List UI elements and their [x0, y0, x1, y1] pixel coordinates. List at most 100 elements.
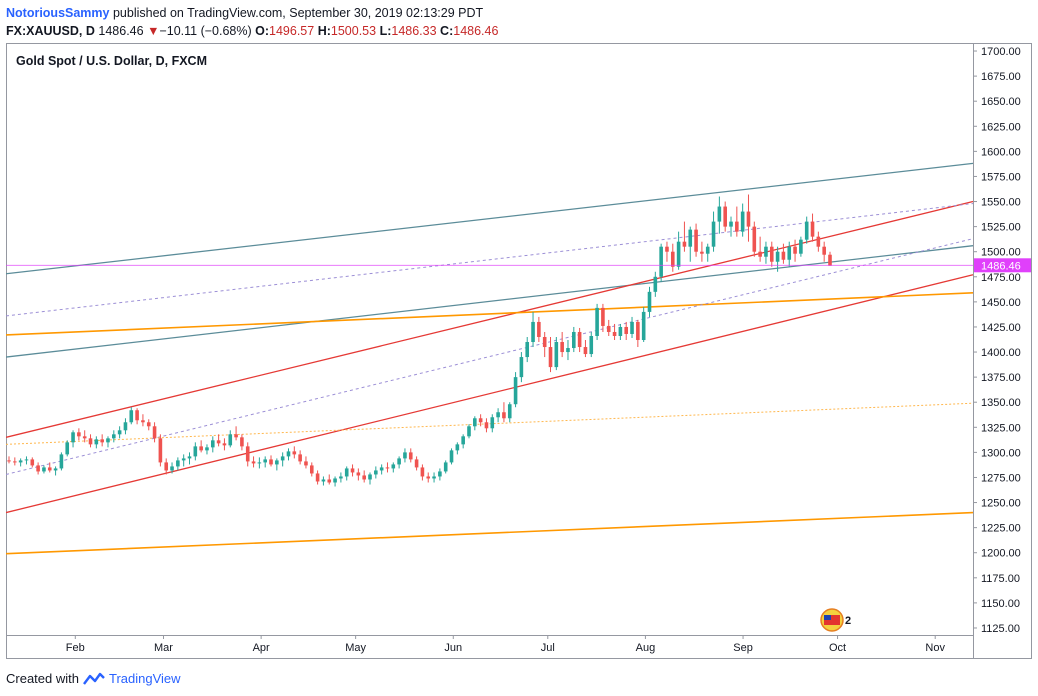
- events-badge[interactable]: 2: [820, 608, 851, 632]
- candle: [473, 416, 477, 431]
- candle-body: [653, 276, 658, 292]
- candle: [443, 460, 448, 474]
- candle: [478, 414, 483, 427]
- y-tick-label: 1325.00: [981, 422, 1021, 434]
- author-link[interactable]: NotoriousSammy: [6, 6, 110, 20]
- candle-body: [601, 307, 605, 326]
- candle-body: [123, 422, 128, 431]
- y-tick-label: 1525.00: [981, 222, 1021, 234]
- candle: [711, 211, 716, 252]
- low-value: 1486.33: [391, 24, 437, 38]
- y-tick-label: 1650.00: [981, 96, 1021, 108]
- candle-body: [245, 446, 250, 462]
- candle: [94, 436, 99, 449]
- candle: [577, 327, 582, 353]
- y-tick-label: 1675.00: [981, 71, 1021, 83]
- candle-body: [210, 440, 215, 448]
- candle: [496, 408, 500, 423]
- candle-body: [735, 221, 739, 232]
- candle-body: [94, 439, 99, 445]
- candle: [438, 468, 442, 481]
- tradingview-brand-link[interactable]: TradingView: [108, 671, 181, 686]
- trend-line-orange-lower: [6, 511, 974, 555]
- price-axis[interactable]: 1700.00 1675.00 1650.00 1625.00 1600.00 1575.…: [973, 46, 1021, 635]
- x-tick-label: Jun: [444, 642, 462, 654]
- candle-body: [438, 471, 442, 477]
- open-label: O:: [255, 24, 270, 38]
- candle: [583, 340, 588, 358]
- symbol-label: FX:XAUUSD, D: [6, 24, 95, 38]
- candle-body: [205, 447, 209, 451]
- candle: [787, 241, 792, 267]
- candle-body: [304, 461, 308, 466]
- candle-body: [443, 462, 448, 472]
- candle-body: [408, 452, 413, 460]
- candle-body: [449, 450, 454, 463]
- candle-body: [309, 465, 314, 474]
- candle-body: [670, 251, 675, 267]
- candle: [240, 434, 244, 451]
- candle-body: [682, 241, 687, 247]
- y-tick-label: 1150.00: [981, 598, 1020, 610]
- us-flag-canton-icon: [824, 615, 831, 620]
- candle-body: [280, 456, 285, 461]
- candle-body: [560, 342, 564, 353]
- candle-body: [659, 246, 663, 277]
- candle: [88, 434, 93, 448]
- candle: [193, 442, 198, 461]
- candle-body: [36, 465, 40, 472]
- candle: [263, 456, 267, 468]
- candle: [449, 448, 454, 465]
- candle: [502, 402, 506, 423]
- candle-body: [502, 412, 506, 419]
- candle: [513, 372, 518, 408]
- candle-body: [775, 251, 780, 262]
- down-arrow-icon: ▼: [147, 24, 160, 38]
- candle: [548, 336, 553, 373]
- time-axis[interactable]: Feb Mar Apr May Jun Jul Aug Sep Oct Nov: [66, 635, 946, 654]
- candle-body: [577, 331, 582, 348]
- candle: [222, 438, 227, 451]
- candle-body: [18, 460, 23, 463]
- candle-body: [781, 251, 786, 260]
- candle: [828, 251, 832, 266]
- candle: [106, 436, 110, 448]
- last-price-tag: [974, 258, 1031, 273]
- candle: [216, 434, 221, 447]
- tradingview-logo-icon: [83, 672, 105, 685]
- candle-body: [403, 452, 407, 459]
- candle: [210, 436, 215, 453]
- candle: [729, 216, 733, 237]
- candle: [705, 243, 710, 262]
- candle: [333, 476, 337, 487]
- candle-body: [484, 422, 489, 429]
- candle-body: [572, 331, 576, 349]
- y-tick-label: 1600.00: [981, 146, 1021, 158]
- price-chart[interactable]: 1700.00 1675.00 1650.00 1625.00 1600.00 1575.…: [6, 43, 1032, 659]
- candle: [42, 465, 46, 474]
- candle-body: [65, 442, 70, 455]
- candle-body: [711, 221, 716, 247]
- candle: [816, 231, 821, 252]
- candle-body: [554, 342, 559, 368]
- candle: [688, 226, 693, 262]
- candle-body: [804, 221, 809, 240]
- candle-body: [793, 246, 797, 254]
- y-tick-label: 1700.00: [981, 46, 1021, 58]
- candle: [799, 236, 803, 257]
- candle: [822, 241, 826, 262]
- candle-body: [676, 241, 681, 267]
- candle: [112, 430, 116, 443]
- candle-body: [263, 459, 267, 463]
- candle: [315, 470, 320, 485]
- candle: [804, 216, 809, 244]
- candle: [455, 442, 460, 455]
- candle: [152, 422, 157, 443]
- candle-body: [374, 470, 378, 475]
- high-label: H:: [317, 24, 331, 38]
- candle-body: [589, 335, 594, 355]
- candle: [368, 472, 372, 485]
- trend-lines: [6, 162, 974, 555]
- candle: [723, 201, 727, 232]
- candle: [507, 402, 512, 423]
